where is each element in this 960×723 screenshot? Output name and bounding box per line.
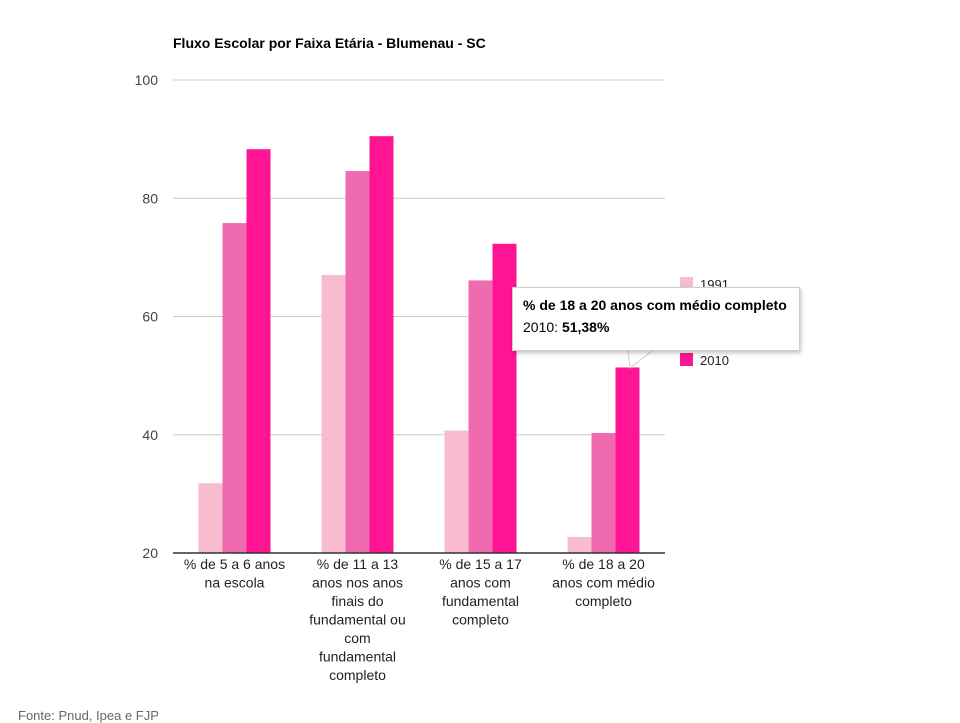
bar-2000-2[interactable]	[468, 280, 493, 553]
y-tick-label: 20	[142, 545, 158, 561]
y-tick-label: 80	[142, 190, 158, 206]
y-tick-label: 100	[135, 72, 159, 88]
x-category-line: completo	[575, 593, 632, 609]
x-category-line: % de 11 a 13	[317, 556, 399, 572]
tooltip-title: % de 18 a 20 anos com médio completo	[523, 297, 787, 313]
legend-swatch-2010	[680, 353, 693, 366]
x-category-line: % de 5 a 6 anos	[184, 556, 285, 572]
x-category-line: % de 18 a 20	[562, 556, 645, 572]
x-category-label: % de 11 a 13 anos nos anos finais do fundam…	[309, 556, 406, 683]
bar-1991-3[interactable]	[567, 537, 592, 553]
bar-1991-0[interactable]	[198, 483, 223, 553]
x-category-label: % de 15 a 17 anos com fundamental completo	[439, 556, 522, 628]
x-category-line: % de 15 a 17	[439, 556, 522, 572]
x-category-line: anos nos anos	[312, 575, 403, 591]
bar-2000-1[interactable]	[345, 171, 370, 554]
bar-1991-2[interactable]	[444, 430, 469, 553]
tooltip-value: 51,38%	[561, 319, 610, 335]
y-tick-label: 40	[142, 427, 158, 443]
x-category-line: com	[344, 630, 370, 646]
legend-label-2010: 2010	[700, 353, 729, 368]
bar-2010-1[interactable]	[369, 136, 394, 553]
x-category-line: na escola	[205, 575, 265, 591]
x-category-line: anos com	[450, 575, 511, 591]
bars	[198, 136, 640, 554]
x-category-line: completo	[329, 667, 386, 683]
chart-title: Fluxo Escolar por Faixa Etária - Blumena…	[173, 35, 486, 51]
x-category-line: completo	[452, 612, 509, 628]
source-note: Fonte: Pnud, Ipea e FJP	[18, 708, 159, 723]
y-tick-label: 60	[142, 309, 158, 325]
x-category-label: % de 18 a 20 anos com médio completo	[552, 556, 655, 609]
x-category-line: anos com médio	[552, 575, 655, 591]
x-category-line: finais do	[331, 593, 383, 609]
tooltip-line: 2010: 51,38%	[523, 319, 789, 335]
bar-2010-0[interactable]	[246, 149, 271, 553]
bar-2000-3[interactable]	[591, 432, 616, 553]
tooltip-separator: :	[554, 319, 562, 335]
x-category-line: fundamental	[319, 649, 396, 665]
x-category-line: fundamental ou	[309, 612, 406, 628]
tooltip: % de 18 a 20 anos com médio completo 201…	[512, 287, 800, 351]
legend-swatch-1991	[680, 277, 693, 290]
x-category-line: fundamental	[442, 593, 519, 609]
tooltip-year: 2010	[523, 319, 555, 335]
bar-2010-3[interactable]	[615, 367, 640, 553]
bar-2000-0[interactable]	[222, 223, 247, 553]
x-category-label: % de 5 a 6 anos na escola	[184, 556, 285, 591]
bar-1991-1[interactable]	[321, 275, 346, 553]
